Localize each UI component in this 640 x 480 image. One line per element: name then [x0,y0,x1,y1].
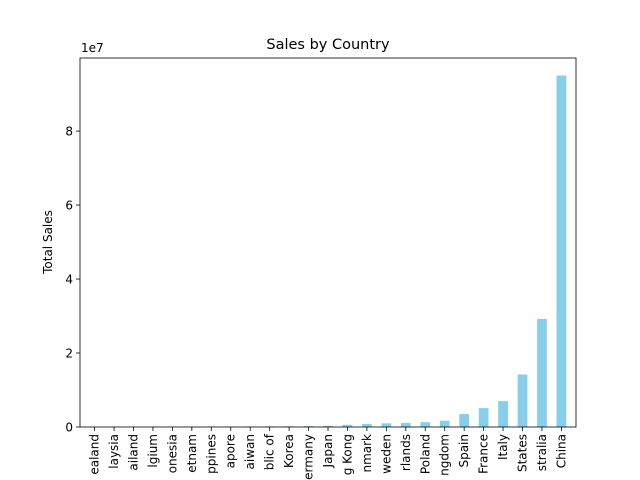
bar-australia [537,318,547,427]
bar-spain [459,414,470,427]
x-axis: ealand laysia ailand lgium onesia etnam ppines… [88,427,568,480]
x-tick-label: etnam [185,434,199,473]
y-tick-label: 4 [65,273,73,287]
bar-netherlands [400,422,411,427]
bar-hong-kong [342,424,353,427]
x-tick-label: nmark [360,434,374,473]
x-tick-label: Spain [457,434,471,468]
y-scale-offset-label: 1e7 [81,41,104,55]
x-tick-label: ailand [126,434,140,471]
x-tick-label: stralia [535,434,549,471]
x-tick-label: rlands [399,434,413,471]
y-axis-label: Total Sales [41,210,55,275]
x-tick-label: ealand [88,434,102,475]
x-tick-label: ermany [302,434,316,480]
x-tick-label: apore [224,434,238,468]
x-tick-label: Italy [496,434,510,460]
x-tick-label: Poland [418,434,432,474]
x-tick-label: lgium [146,434,160,468]
chart-title: Sales by Country [266,37,390,53]
x-tick-label: weden [379,434,393,474]
x-tick-label: laysia [107,434,121,469]
bar-denmark [362,424,372,427]
bar-france [478,408,489,427]
x-tick-label: China [554,434,568,468]
x-tick-label: States [516,434,530,472]
x-tick-label: onesia [165,434,179,473]
bar-poland [420,422,431,427]
x-tick-label: aiwan [243,434,257,469]
bar-united-kingdom [439,420,450,427]
x-tick-label: Japan [321,434,335,468]
y-tick-label: 6 [65,199,73,213]
y-tick-label: 2 [65,347,73,361]
bar-germany [303,426,314,427]
y-tick-label: 8 [65,125,73,139]
bars-group [89,75,567,427]
x-tick-label: ppines [204,434,218,474]
y-tick-label: 0 [65,421,73,435]
plot-frame [79,57,577,428]
x-tick-label: g Kong [340,434,354,475]
bar-japan [323,425,333,427]
x-tick-label: France [477,434,491,474]
bar-italy [498,401,508,427]
bar-china [556,75,567,427]
x-tick-label: Korea [282,434,296,468]
bar-sweden [381,423,392,427]
x-tick-label: ngdom [438,434,452,476]
bar-united-states [517,374,528,427]
x-tick-label: blic of [263,433,277,470]
y-axis: 0 2 4 6 8 [65,125,80,435]
